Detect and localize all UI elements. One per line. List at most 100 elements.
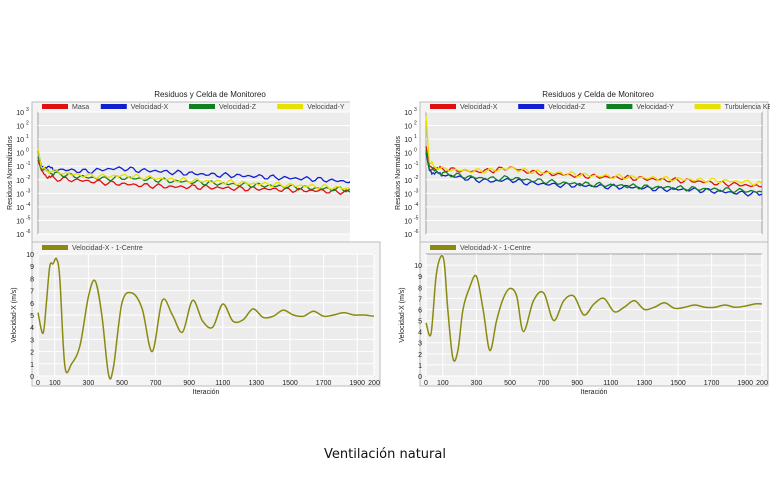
legend-swatch	[606, 104, 633, 109]
residuals-ytick-label: 10	[404, 164, 412, 171]
monitor-ytick-label: 10	[414, 263, 422, 270]
monitor-ytick-label: 0	[418, 374, 422, 381]
monitor-xtick-label: 300	[83, 380, 95, 387]
residuals-ytick-label: 10	[16, 164, 24, 171]
residuals-ylabel: Residuos Normalizados	[7, 136, 14, 210]
residuals-ytick-exponent: -6	[26, 229, 31, 235]
monitor-ytick-label: 7	[30, 289, 34, 296]
residuals-ylabel: Residuos Normalizados	[395, 136, 402, 210]
residuals-ytick-exponent: -1	[26, 161, 31, 167]
monitor-xtick-label: 700	[150, 380, 162, 387]
residuals-ytick-label: 10	[404, 110, 412, 117]
legend-swatch	[694, 104, 721, 109]
monitor-ytick-label: 9	[418, 274, 422, 281]
monitor-ytick-label: 6	[30, 301, 34, 308]
residuals-ytick-label: 10	[16, 191, 24, 198]
monitor-xtick-label: 1700	[316, 380, 332, 387]
residuals-ytick-exponent: -2	[414, 175, 419, 181]
monitor-ytick-label: 8	[418, 285, 422, 292]
monitor-series-line	[425, 254, 763, 362]
monitor-xtick-label: 0	[36, 380, 40, 387]
residual-series-line	[37, 159, 350, 196]
legend-swatch	[100, 104, 127, 109]
monitor-ytick-label: 9	[30, 264, 34, 271]
residuals-ytick-label: 10	[16, 137, 24, 144]
legend-swatch	[277, 104, 304, 109]
residuals-ytick-exponent: 3	[26, 107, 29, 113]
residuals-ytick-exponent: 3	[414, 107, 417, 113]
monitor-xtick-label: 1300	[637, 380, 653, 387]
monitor-xtick-label: 1500	[670, 380, 686, 387]
legend-swatch	[430, 104, 456, 109]
legend-label: Velocidad-X - 1-Centre	[72, 245, 143, 252]
monitor-xtick-label: 1700	[704, 380, 720, 387]
legend-label: Velocidad-Z	[219, 104, 257, 111]
monitor-xlabel: Iteración	[581, 389, 608, 396]
monitor-series-line	[37, 257, 375, 380]
legend-label: Masa	[72, 104, 89, 111]
monitor-xtick-label: 1100	[603, 380, 618, 387]
monitor-ytick-label: 3	[418, 341, 422, 348]
residuals-ytick-label: 10	[404, 151, 412, 158]
monitor-ytick-label: 6	[418, 307, 422, 314]
residuals-ytick-exponent: -2	[26, 175, 31, 181]
residuals-ytick-exponent: -4	[26, 202, 31, 208]
residuals-ytick-label: 10	[404, 178, 412, 185]
figure-caption: Ventilación natural	[324, 447, 446, 462]
residuals-ytick-exponent: -3	[26, 188, 31, 194]
residuals-ytick-exponent: 1	[414, 134, 417, 140]
monitor-xtick-label: 0	[424, 380, 428, 387]
monitor-ytick-label: 10	[26, 252, 34, 259]
residuals-ytick-label: 10	[16, 205, 24, 212]
residuals-ytick-exponent: -5	[26, 215, 31, 221]
left-panel-title: Residuos y Celda de Monitoreo	[154, 90, 266, 99]
residuals-ytick-exponent: -3	[414, 188, 419, 194]
residuals-ytick-exponent: 1	[26, 134, 29, 140]
monitor-xlabel: Iteración	[193, 389, 220, 396]
monitor-xtick-label: 1100	[215, 380, 230, 387]
residuals-ytick-exponent: -4	[414, 202, 419, 208]
monitor-ytick-label: 0	[30, 374, 34, 381]
legend-label: Velocidad-X	[460, 104, 498, 111]
legend-label: Velocidad-X	[131, 104, 169, 111]
monitor-xtick-label: 900	[183, 380, 195, 387]
residual-series-line	[425, 150, 763, 194]
legend-swatch	[189, 104, 215, 109]
residuals-ytick-label: 10	[404, 137, 412, 144]
monitor-plot-area	[425, 253, 763, 377]
residuals-ytick-exponent: 0	[414, 148, 417, 154]
legend-label: Velocidad-X - 1-Centre	[460, 245, 531, 252]
monitor-ytick-label: 8	[30, 276, 34, 283]
residuals-ytick-exponent: 2	[26, 121, 29, 127]
residuals-ytick-exponent: 2	[414, 121, 417, 127]
legend-swatch	[42, 104, 68, 109]
monitor-ytick-label: 4	[418, 330, 422, 337]
right-panel-title: Residuos y Celda de Monitoreo	[542, 90, 654, 99]
residuals-ytick-label: 10	[404, 232, 412, 239]
legend-label: Turbulencia KE	[725, 104, 770, 111]
monitor-xtick-label: 1300	[249, 380, 265, 387]
monitor-xtick-label: 1500	[282, 380, 298, 387]
residuals-ytick-label: 10	[16, 124, 24, 131]
monitor-ytick-label: 1	[30, 362, 34, 369]
monitor-xtick-label: 300	[471, 380, 483, 387]
legend-swatch	[518, 104, 545, 109]
residuals-plot-area	[425, 111, 763, 235]
monitor-ytick-label: 4	[30, 325, 34, 332]
residuals-ytick-label: 10	[404, 191, 412, 198]
residuals-ytick-label: 10	[16, 178, 24, 185]
residual-series-line	[37, 150, 350, 184]
monitor-xtick-label: 500	[504, 380, 516, 387]
residuals-ytick-exponent: -5	[414, 215, 419, 221]
monitor-xtick-label: 100	[437, 380, 449, 387]
legend-label: Velocidad-Y	[636, 104, 674, 111]
residual-series-line	[37, 148, 350, 191]
residual-series-line	[425, 116, 763, 187]
residuals-ytick-exponent: -6	[414, 229, 419, 235]
monitor-ytick-label: 3	[30, 337, 34, 344]
monitor-xtick-label: 200	[756, 380, 768, 387]
residuals-ytick-exponent: 0	[26, 148, 29, 154]
